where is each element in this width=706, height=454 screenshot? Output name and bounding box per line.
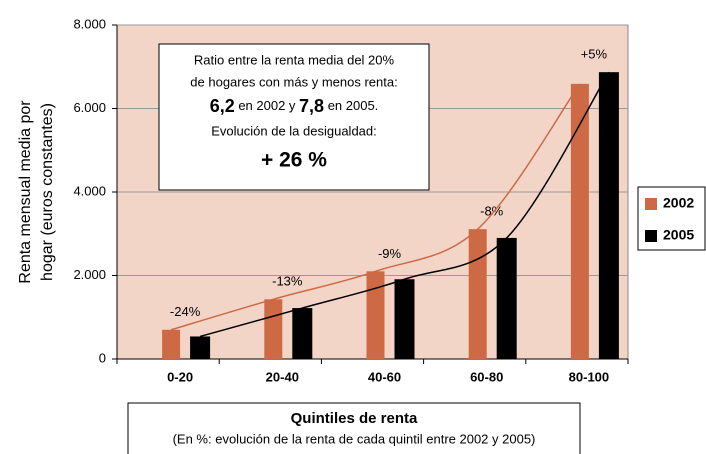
y-tick-label: 2.000 bbox=[73, 267, 106, 282]
box-change: + 26 % bbox=[261, 149, 327, 172]
bar bbox=[190, 336, 211, 359]
box-text: en 2002 y bbox=[235, 98, 299, 113]
trend-line bbox=[199, 71, 610, 338]
ratio: 6,2 bbox=[210, 96, 235, 116]
legend-label: 2005 bbox=[663, 227, 694, 243]
bar bbox=[598, 72, 619, 360]
box-text: 6,2 en 2002 y 7,8 en 2005. bbox=[210, 96, 379, 116]
x-axis-title: Quintiles de renta bbox=[291, 410, 418, 427]
legend bbox=[637, 186, 706, 251]
box-text: Evolución de la desigualdad: bbox=[211, 123, 377, 138]
x-tick-label: 0-20 bbox=[167, 369, 193, 384]
box-text: en 2005. bbox=[324, 98, 378, 113]
y-tick-label: 0 bbox=[99, 350, 106, 365]
y-axis-title: hogar (euros constantes) bbox=[39, 103, 56, 281]
legend-swatch bbox=[645, 198, 657, 210]
change-label: -13% bbox=[272, 274, 303, 289]
change-label: -24% bbox=[170, 304, 201, 319]
bar bbox=[162, 329, 181, 359]
y-tick-label: 8.000 bbox=[73, 16, 106, 31]
bar bbox=[570, 83, 589, 360]
x-title-box bbox=[127, 402, 581, 454]
y-tick-label: 4.000 bbox=[73, 183, 106, 198]
bar bbox=[468, 229, 487, 359]
y-axis-title: Renta mensual media por bbox=[17, 100, 34, 284]
x-tick-label: 20-40 bbox=[266, 369, 299, 384]
bar bbox=[292, 308, 313, 359]
box-text: de hogares con más y menos renta: bbox=[190, 74, 397, 89]
ratio: 7,8 bbox=[299, 96, 324, 116]
legend-label: 2002 bbox=[663, 195, 694, 211]
bar bbox=[394, 279, 415, 359]
change-label: -9% bbox=[378, 246, 402, 261]
y-tick-label: 6.000 bbox=[73, 100, 106, 115]
box-text: Ratio entre la renta media del 20% bbox=[194, 52, 395, 67]
bar bbox=[366, 271, 385, 359]
change-label: +5% bbox=[581, 47, 608, 62]
bar bbox=[264, 299, 283, 359]
legend-swatch bbox=[645, 230, 657, 242]
x-tick-label: 40-60 bbox=[368, 369, 401, 384]
annotation-box bbox=[158, 43, 430, 191]
x-tick-label: 60-80 bbox=[470, 369, 503, 384]
x-axis-note: (En %: evolución de la renta de cada qui… bbox=[173, 431, 536, 446]
x-tick-label: 80-100 bbox=[569, 369, 609, 384]
bar bbox=[496, 237, 517, 359]
change-label: -8% bbox=[480, 204, 504, 219]
trend-line bbox=[170, 83, 581, 331]
